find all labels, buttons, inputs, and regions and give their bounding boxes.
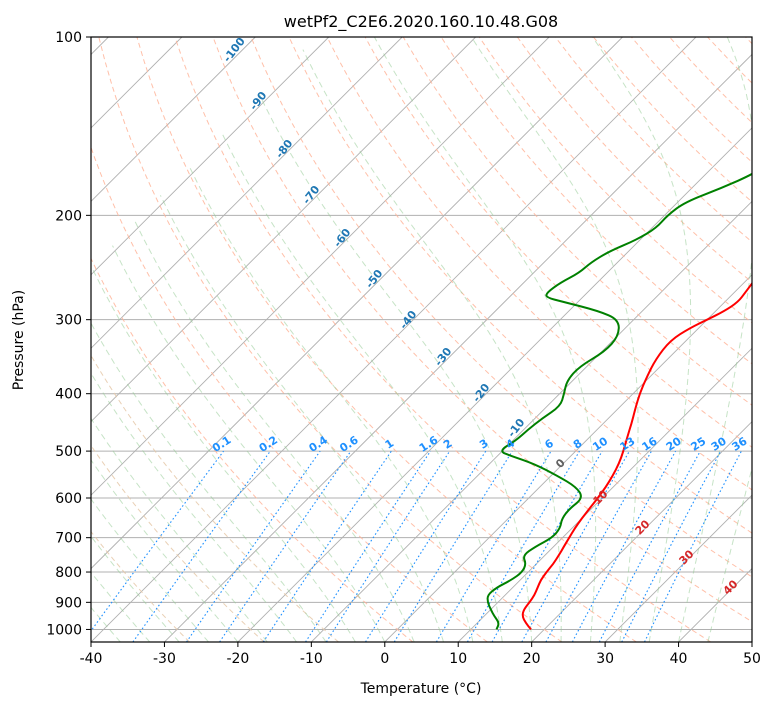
plot-background (91, 37, 752, 642)
y-tick-label: 800 (55, 565, 82, 581)
x-tick-label: -40 (80, 651, 103, 667)
y-tick-label: 900 (55, 595, 82, 611)
isotherm (604, 494, 752, 642)
dewpoint-line (486, 172, 752, 630)
x-tick-label: -30 (153, 651, 176, 667)
mixing-ratio-line (545, 450, 652, 642)
x-tick-label: 50 (743, 651, 761, 667)
temperature-line (521, 281, 752, 631)
isotherm (531, 421, 752, 642)
dry-adiabat (402, 37, 752, 406)
dry-adiabat (91, 354, 339, 642)
x-tick-label: 20 (523, 651, 541, 667)
dry-adiabat (91, 444, 265, 642)
mixing-ratio-line (644, 450, 742, 642)
moist-adiabat (112, 245, 386, 642)
moist-adiabat (592, 37, 692, 642)
x-tick-label: -10 (300, 651, 323, 667)
mixing-ratio-line (262, 450, 392, 642)
moist-adiabat (91, 417, 268, 642)
moist-adiabat (134, 221, 415, 642)
moist-adiabat (188, 165, 474, 642)
moist-adiabat (159, 195, 444, 642)
mixing-ratio-line (365, 450, 487, 642)
y-tick-label: 100 (55, 30, 82, 46)
y-axis-label: Pressure (hPa) (11, 290, 27, 390)
isotherm (91, 37, 256, 202)
dry-adiabat (250, 37, 752, 578)
isotherm (237, 127, 752, 642)
x-tick-label: 40 (670, 651, 688, 667)
dry-adiabat (212, 37, 752, 623)
isotherm (457, 347, 752, 642)
mixing-ratio-line (91, 450, 225, 632)
dry-adiabat (91, 257, 414, 642)
dry-adiabat (326, 37, 752, 491)
moist-adiabat (91, 372, 297, 642)
x-tick-label: 10 (449, 651, 467, 667)
x-tick-label: 0 (380, 651, 389, 667)
isotherm (91, 37, 697, 642)
dry-adiabat (478, 37, 752, 324)
y-tick-label: 500 (55, 444, 82, 460)
moist-adiabat (302, 49, 562, 642)
mixing-ratio-line (393, 450, 513, 642)
mixing-ratio-line (325, 450, 451, 642)
mixing-ratio-line (571, 450, 677, 642)
y-tick-label: 600 (55, 491, 82, 507)
dry-adiabat (174, 37, 712, 642)
y-tick-label: 300 (55, 313, 82, 329)
isotherm (91, 37, 330, 276)
mixing-ratio-line (305, 450, 431, 642)
moist-adiabat (91, 459, 239, 642)
moist-adiabat (258, 94, 533, 642)
dry-adiabat (98, 37, 563, 642)
mixing-ratio-line (186, 450, 321, 642)
moist-adiabat (91, 535, 180, 642)
moist-adiabat (91, 267, 356, 642)
isotherm (91, 37, 476, 423)
moist-adiabat (470, 37, 639, 642)
moist-adiabat (91, 322, 327, 642)
chart-title: wetPf2_C2E6.2020.160.10.48.G08 (284, 12, 558, 32)
profile-series (486, 172, 752, 631)
dry-adiabat (288, 37, 752, 534)
dry-adiabat (136, 37, 637, 642)
isotherm (91, 37, 550, 496)
isotherm (751, 641, 752, 642)
mixing-ratio-line (521, 450, 630, 642)
moist-adiabat (707, 466, 752, 642)
y-tick-label: 700 (55, 531, 82, 547)
y-tick-label: 1000 (46, 622, 82, 638)
x-axis-label: Temperature (°C) (360, 681, 482, 697)
mixing-ratio-line (219, 450, 352, 642)
y-tick-label: 200 (55, 208, 82, 224)
isotherm (384, 274, 752, 642)
mixing-ratio-line (132, 450, 271, 642)
moist-adiabat (678, 37, 752, 642)
moist-adiabat (373, 37, 597, 642)
moist-adiabat (221, 132, 503, 642)
y-tick-label: 400 (55, 387, 82, 403)
isotherm (91, 37, 403, 349)
axes-ticks: -40 -30 -20 -10 0 10 20 30 40 50 100 200 300 400 500 60… (46, 30, 761, 667)
isotherm (164, 53, 752, 642)
x-tick-label: -20 (226, 651, 249, 667)
isotherm (91, 37, 623, 570)
x-tick-label: 30 (596, 651, 614, 667)
moist-adiabat (91, 606, 121, 642)
plot-frame (90, 36, 753, 643)
background-lines (91, 37, 752, 642)
dry-adiabat (91, 145, 488, 642)
